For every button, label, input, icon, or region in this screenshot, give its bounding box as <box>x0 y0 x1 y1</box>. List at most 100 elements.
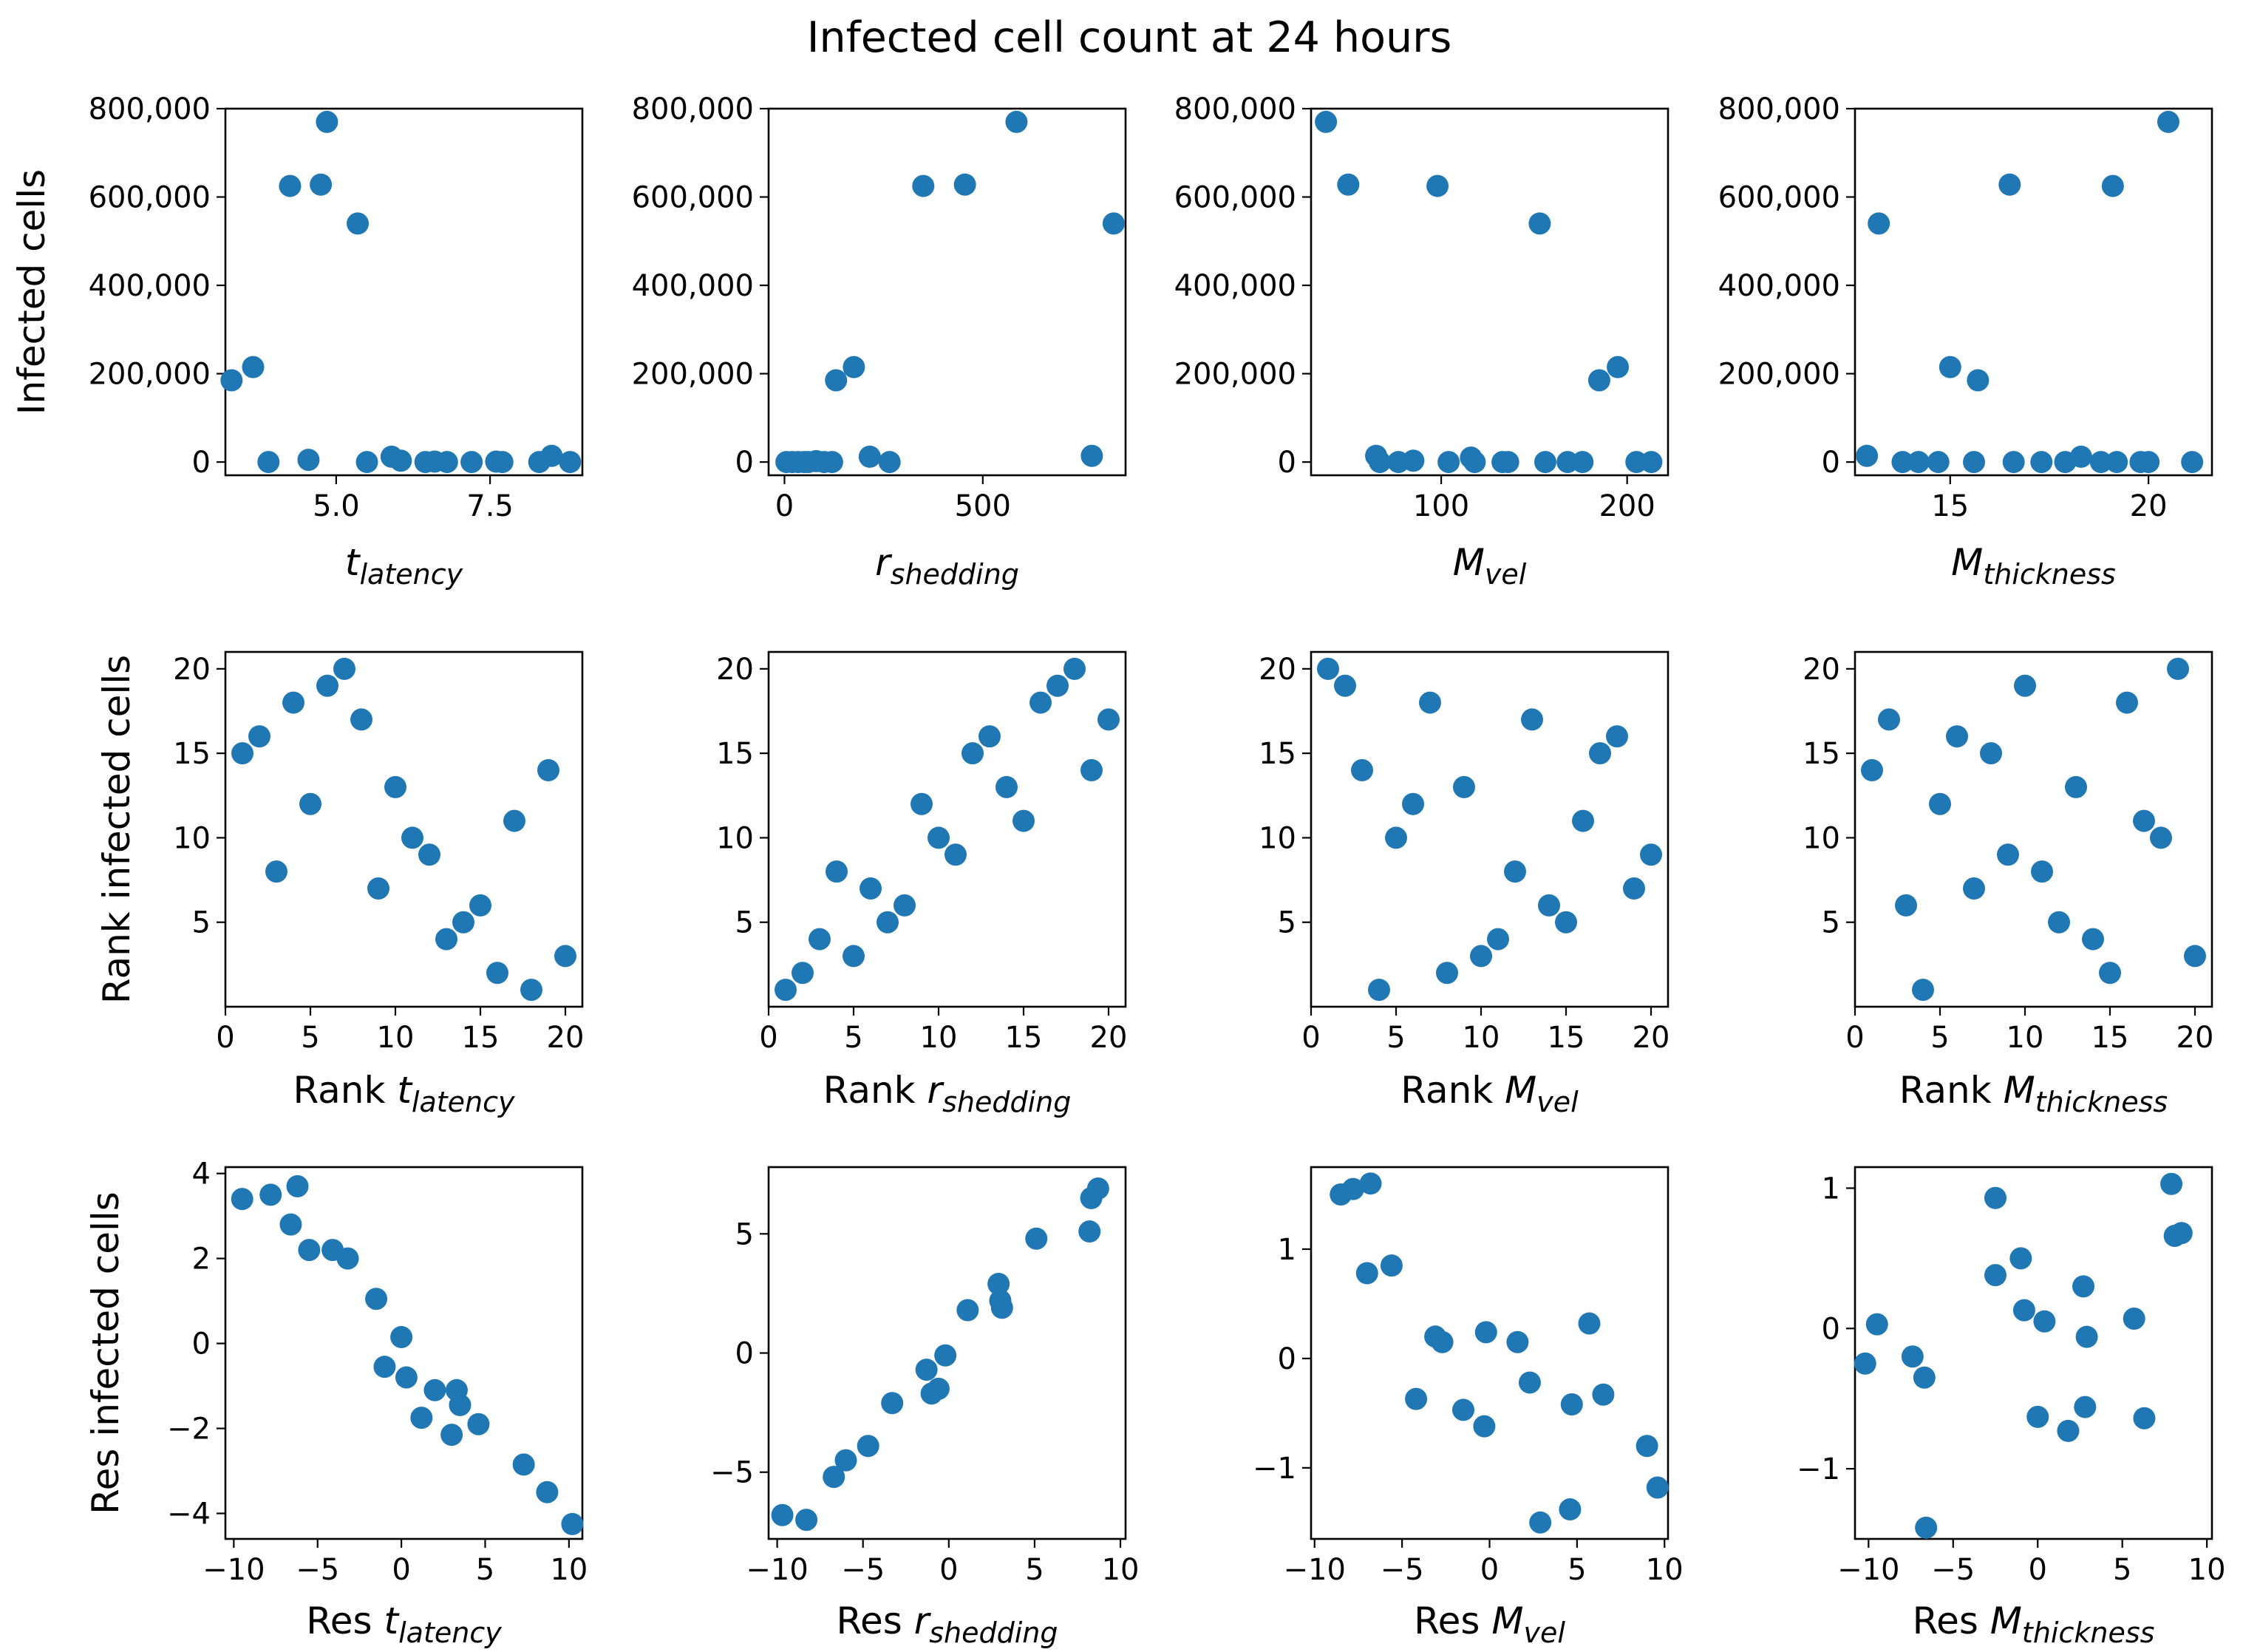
data-point <box>1402 449 1425 472</box>
data-point <box>316 674 338 697</box>
data-point <box>389 449 412 472</box>
x-tick-label: 20 <box>2176 1021 2214 1055</box>
data-point <box>1967 369 1990 392</box>
data-point <box>1963 877 1985 900</box>
y-tick-label: 600,000 <box>632 181 754 215</box>
data-point <box>1646 1476 1669 1499</box>
x-axis-label: Mvel <box>1453 541 1527 591</box>
data-point <box>2106 451 2128 474</box>
data-point <box>1334 674 1356 697</box>
y-tick-label: 400,000 <box>632 269 754 303</box>
data-point <box>1606 725 1628 748</box>
data-point <box>1984 1264 2007 1287</box>
y-tick-label: 10 <box>1259 821 1296 855</box>
x-tick-label: 5 <box>1386 1021 1405 1055</box>
data-point <box>2012 1299 2035 1322</box>
data-point <box>449 1393 472 1416</box>
x-tick-label: 20 <box>1090 1021 1128 1055</box>
x-tick-label: −10 <box>1284 1553 1346 1587</box>
y-tick-label: 800,000 <box>632 92 754 126</box>
data-point <box>1317 657 1339 680</box>
x-tick-label: 10 <box>2188 1553 2226 1587</box>
data-point <box>367 877 389 900</box>
y-tick-label: 0 <box>1822 1312 1840 1346</box>
x-tick-label: 15 <box>1548 1021 1585 1055</box>
axes-frame <box>767 107 1127 477</box>
data-point <box>220 369 243 392</box>
data-point <box>843 356 865 378</box>
data-point <box>1086 1177 1109 1200</box>
data-point <box>1005 110 1028 133</box>
y-tick-label: −5 <box>710 1456 754 1490</box>
x-tick-label: 0 <box>1845 1021 1864 1055</box>
data-point <box>995 775 1018 798</box>
data-point <box>1623 877 1645 900</box>
y-tick-label: −2 <box>167 1413 211 1447</box>
data-point <box>1589 742 1611 765</box>
data-point <box>1497 451 1519 474</box>
data-point <box>1380 1254 1403 1277</box>
data-point <box>561 1512 584 1535</box>
data-point <box>467 1413 490 1435</box>
data-point <box>384 775 406 798</box>
data-point <box>1560 1393 1583 1416</box>
x-tick-label: 10 <box>1646 1553 1684 1587</box>
data-point <box>1878 708 1900 731</box>
subplot-residual-shedding: −10 −5 0 5 10 −5 0 5 Res rshedding <box>710 1166 1139 1649</box>
axes-frame <box>767 650 1127 1008</box>
data-point <box>536 1481 559 1503</box>
data-point <box>1355 1262 1378 1285</box>
data-point <box>2082 928 2104 951</box>
data-point <box>1913 1366 1936 1389</box>
y-axis-label: Rank infected cells <box>95 655 138 1004</box>
y-tick-label: 20 <box>716 653 754 687</box>
data-point <box>795 1509 818 1532</box>
data-point <box>1912 979 1934 1002</box>
x-tick-label: 5 <box>844 1021 862 1055</box>
data-point <box>365 1288 388 1311</box>
y-tick-label: 200,000 <box>1174 358 1296 392</box>
data-point <box>401 826 423 849</box>
data-point <box>911 792 933 815</box>
y-tick-label: 5 <box>1822 906 1840 940</box>
x-tick-label: 15 <box>1005 1021 1043 1055</box>
data-point <box>2123 1307 2145 1330</box>
data-point <box>2031 860 2053 883</box>
axes-frame <box>1310 107 1670 477</box>
subplot-residual-latency: −10 −5 0 5 10 −4 −2 0 2 4 Res tlatency Res infected… <box>84 1158 588 1649</box>
x-tick-label: −5 <box>1381 1553 1424 1587</box>
data-point <box>1538 894 1560 917</box>
data-point <box>1029 691 1052 714</box>
data-point <box>1559 1498 1582 1521</box>
data-point <box>297 449 320 472</box>
data-point <box>2133 1407 2156 1430</box>
data-point <box>928 826 950 849</box>
data-point <box>825 369 848 392</box>
data-point <box>1528 212 1551 235</box>
data-point <box>1868 212 1890 235</box>
data-point <box>2048 911 2070 934</box>
data-point <box>1470 945 1492 968</box>
subplot-rank-shedding: 0 5 10 15 20 5 10 15 20 Rank rshedding <box>716 650 1128 1118</box>
y-tick-label: 0 <box>1822 446 1840 480</box>
data-point <box>912 174 935 197</box>
data-point <box>316 110 338 133</box>
data-point <box>771 1503 794 1526</box>
data-point <box>1636 1435 1658 1458</box>
data-point <box>248 725 270 748</box>
x-axis-label: Res rshedding <box>836 1600 1058 1649</box>
x-tick-label: −10 <box>1837 1553 1899 1587</box>
y-tick-label: 1 <box>1822 1172 1840 1206</box>
x-tick-label: −10 <box>746 1553 808 1587</box>
subplot-rank-vel: 0 5 10 15 20 5 10 15 20 Rank Mvel <box>1259 650 1670 1118</box>
data-point <box>775 979 797 1002</box>
y-tick-label: 400,000 <box>89 269 211 303</box>
data-point <box>823 1466 845 1489</box>
x-tick-label: 10 <box>377 1021 415 1055</box>
data-point <box>390 1325 413 1348</box>
data-point <box>435 451 458 474</box>
y-axis-label: Res infected cells <box>84 1192 127 1515</box>
data-point <box>1592 1383 1615 1406</box>
x-tick-label: 15 <box>462 1021 500 1055</box>
data-point <box>1431 1330 1454 1353</box>
